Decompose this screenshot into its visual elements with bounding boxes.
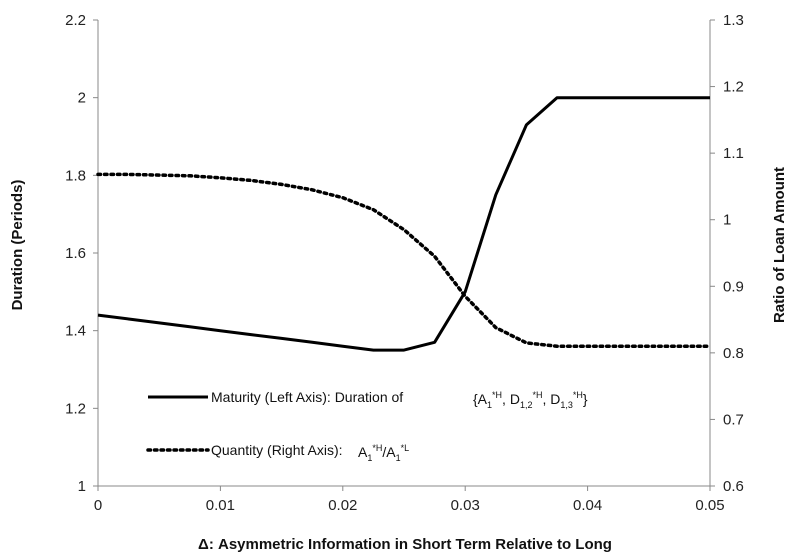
y-left-tick-label: 1.4 [65, 323, 86, 340]
y-left-tick-label: 2 [78, 90, 86, 107]
x-tick-label: 0.02 [328, 497, 357, 514]
legend-formula-quantity: A1*H/A1*L [358, 443, 409, 463]
y-left-ticks: 1 1.2 1.4 1.6 1.8 2 2.2 [65, 12, 98, 495]
axes [97, 20, 711, 487]
x-tick-label: 0.04 [573, 497, 602, 514]
y-right-tick-label: 0.8 [723, 345, 744, 362]
y-right-tick-label: 1.1 [723, 145, 744, 162]
x-tick-label: 0.05 [695, 497, 724, 514]
legend-label-quantity: Quantity (Right Axis): [211, 442, 343, 458]
y-left-axis-title: Duration (Periods) [9, 180, 26, 311]
y-right-tick-label: 0.7 [723, 411, 744, 428]
y-right-axis-title: Ratio of Loan Amount [771, 167, 788, 323]
x-tick-label: 0 [94, 497, 102, 514]
x-axis-title: Δ: Asymmetric Information in Short Term … [198, 536, 612, 553]
legend-formula-maturity: {A1*H, D1,2*H, D1,3*H} [473, 390, 588, 410]
y-left-tick-label: 1.6 [65, 245, 86, 262]
y-left-tick-label: 1 [78, 478, 86, 495]
y-left-tick-label: 1.8 [65, 167, 86, 184]
y-right-tick-label: 1.3 [723, 12, 744, 29]
x-tick-label: 0.03 [451, 497, 480, 514]
y-left-tick-label: 2.2 [65, 12, 86, 29]
x-tick-label: 0.01 [206, 497, 235, 514]
y-right-tick-label: 1 [723, 212, 731, 229]
series-line-maturity [97, 96, 710, 352]
y-right-tick-label: 0.6 [723, 478, 744, 495]
y-left-tick-label: 1.2 [65, 400, 86, 417]
y-right-tick-label: 0.9 [723, 278, 744, 295]
legend-label-maturity: Maturity (Left Axis): Duration of [211, 389, 403, 405]
series-line-quantity [96, 172, 712, 348]
legend: Maturity (Left Axis): Duration of {A1*H,… [146, 389, 588, 463]
y-right-tick-label: 1.2 [723, 79, 744, 96]
y-right-ticks: 0.6 0.7 0.8 0.9 1 1.1 1.2 1.3 [710, 12, 744, 495]
series-group [96, 96, 712, 352]
x-ticks: 0 0.01 0.02 0.03 0.04 0.05 [94, 486, 725, 514]
